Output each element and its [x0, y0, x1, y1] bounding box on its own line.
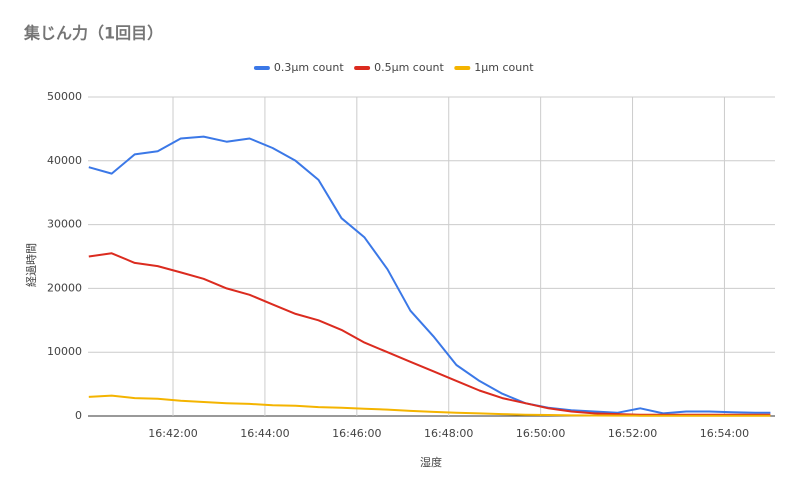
y-tick-label: 20000 — [47, 281, 82, 294]
legend-label: 0.5µm count — [374, 61, 444, 74]
y-tick-label: 50000 — [47, 90, 82, 103]
x-tick-label: 16:44:00 — [240, 427, 289, 440]
y-tick-label: 10000 — [47, 345, 82, 358]
series-line — [88, 135, 771, 415]
chart-title: 集じん力（1回目） — [23, 24, 163, 43]
x-axis-label: 湿度 — [420, 455, 442, 469]
x-tick-label: 16:50:00 — [516, 427, 565, 440]
series-line — [88, 394, 771, 417]
x-tick-label: 16:48:00 — [424, 427, 473, 440]
legend-label: 0.3µm count — [274, 61, 344, 74]
x-tick-label: 16:42:00 — [148, 427, 197, 440]
x-tick-label: 16:52:00 — [608, 427, 657, 440]
y-tick-label: 40000 — [47, 154, 82, 167]
y-axis-label: 経過時間 — [25, 243, 38, 287]
x-tick-label: 16:46:00 — [332, 427, 381, 440]
legend-label: 1µm count — [474, 61, 534, 74]
x-tick-label: 16:54:00 — [700, 427, 749, 440]
y-tick-label: 30000 — [47, 218, 82, 231]
y-tick-label: 0 — [75, 409, 82, 422]
